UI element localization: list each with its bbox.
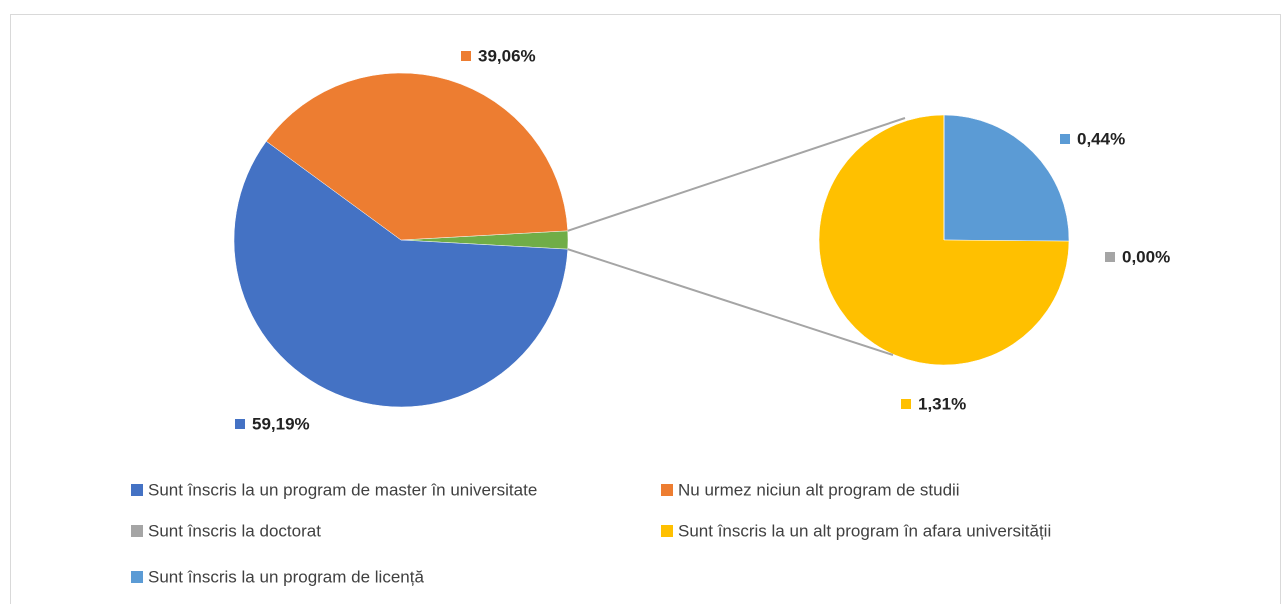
legend-label: Sunt înscris la un program de licență bbox=[148, 567, 424, 586]
pie-slice bbox=[233, 140, 569, 408]
label-swatch bbox=[1105, 252, 1115, 262]
legend-swatch bbox=[661, 525, 673, 537]
label-swatch bbox=[1060, 134, 1070, 144]
data-label: 0,00% bbox=[1122, 247, 1170, 266]
legend-swatch bbox=[131, 525, 143, 537]
data-label: 1,31% bbox=[918, 394, 966, 413]
legend-swatch bbox=[131, 484, 143, 496]
data-label: 0,44% bbox=[1077, 129, 1125, 148]
connector-line bbox=[567, 117, 906, 232]
legend-label: Nu urmez niciun alt program de studii bbox=[678, 480, 960, 499]
label-swatch bbox=[461, 51, 471, 61]
legend-label: Sunt înscris la un alt program în afara … bbox=[678, 521, 1051, 540]
legend-swatch bbox=[661, 484, 673, 496]
connector-line bbox=[567, 248, 894, 356]
pie-slice bbox=[265, 72, 569, 241]
legend-swatch bbox=[131, 571, 143, 583]
data-label: 59,19% bbox=[252, 414, 310, 433]
data-label: 39,06% bbox=[478, 46, 536, 65]
pie-slice bbox=[818, 114, 1070, 366]
chart-frame bbox=[10, 14, 1281, 604]
legend-label: Sunt înscris la un program de master în … bbox=[148, 480, 537, 499]
label-swatch bbox=[235, 419, 245, 429]
legend-label: Sunt înscris la doctorat bbox=[148, 521, 321, 540]
pie-slice bbox=[943, 114, 1070, 242]
label-swatch bbox=[901, 399, 911, 409]
